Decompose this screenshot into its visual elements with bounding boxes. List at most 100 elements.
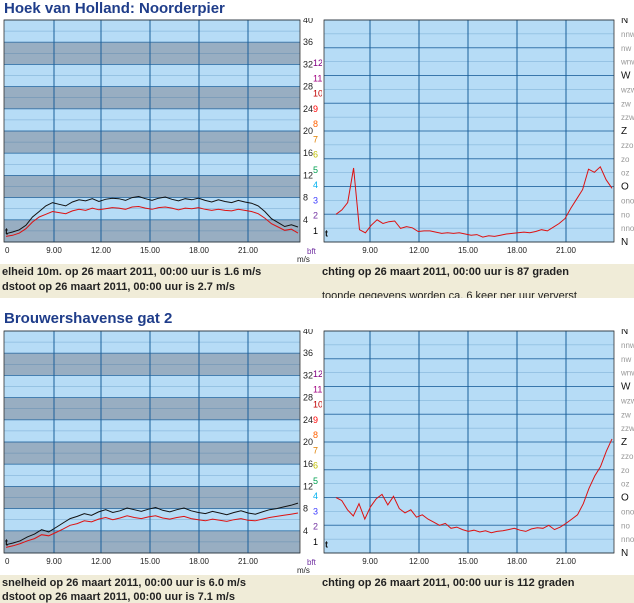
time-tick-label: 0 — [5, 557, 10, 566]
direction-tick-label: nnw — [621, 341, 634, 350]
direction-tick-label: zw — [621, 99, 631, 108]
ms-tick-label: 24 — [303, 415, 313, 425]
direction-tick-label: no — [621, 210, 630, 219]
bft-tick-label: 5 — [313, 165, 318, 175]
ms-tick-label: 8 — [303, 193, 308, 203]
ms-tick-label: 28 — [303, 393, 313, 403]
time-tick-label: 18.00 — [507, 557, 528, 566]
direction-tick-label: zzo — [621, 141, 634, 150]
ms-tick-label: 36 — [303, 348, 313, 358]
refresh-note: toonde gegevens worden ca. 6 keer per uu… — [322, 290, 577, 298]
time-tick-label: 21.00 — [556, 246, 577, 255]
bft-tick-label: 6 — [313, 150, 318, 160]
speed-series-line — [5, 512, 299, 548]
direction-tick-label: nw — [621, 355, 631, 364]
bft-tick-label: 3 — [313, 195, 318, 205]
unit-ms-label: m/s — [297, 566, 310, 575]
bft-tick-label: 2 — [313, 522, 318, 532]
direction-info-brouwers: chting op 26 maart 2011, 00:00 uur is 11… — [322, 577, 575, 589]
direction-tick-label: Z — [621, 437, 627, 448]
station-title-hoek: Hoek van Holland: Noorderpier — [4, 0, 225, 17]
direction-tick-label: Z — [621, 126, 627, 137]
direction-tick-label: zzw — [621, 113, 634, 122]
direction-tick-label: nw — [621, 44, 631, 53]
ms-tick-label: 16 — [303, 148, 313, 158]
ms-tick-label: 40 — [303, 329, 313, 336]
direction-tick-label: N — [621, 237, 628, 248]
direction-tick-label: oz — [621, 480, 629, 489]
direction-tick-label: nnw — [621, 30, 634, 39]
ms-tick-label: 8 — [303, 504, 308, 514]
bft-tick-label: 11 — [313, 73, 322, 83]
ms-tick-label: 28 — [303, 82, 313, 92]
direction-tick-label: N — [621, 548, 628, 559]
ms-tick-label: 36 — [303, 37, 313, 47]
ms-tick-label: 12 — [303, 170, 313, 180]
direction-tick-label: zzo — [621, 452, 634, 461]
time-tick-label: 9.00 — [46, 557, 62, 566]
ms-tick-label: 4 — [303, 215, 308, 225]
t-marker: t — [325, 228, 328, 238]
bft-tick-label: 5 — [313, 476, 318, 486]
direction-tick-label: O — [621, 182, 629, 193]
direction-tick-label: no — [621, 521, 630, 530]
time-tick-label: 9.00 — [46, 246, 62, 255]
direction-series-line — [335, 165, 613, 238]
speed-info-brouwers: snelheid op 26 maart 2011, 00:00 uur is … — [2, 577, 246, 589]
gust-series-line — [5, 195, 299, 235]
bft-tick-label: 4 — [313, 180, 318, 190]
bft-tick-label: 9 — [313, 415, 318, 425]
ms-tick-label: 20 — [303, 437, 313, 447]
time-tick-label: 12.00 — [91, 246, 112, 255]
direction-series-line — [335, 438, 613, 534]
time-tick-label: 9.00 — [362, 246, 378, 255]
plot-border — [3, 19, 301, 243]
time-tick-label: 9.00 — [362, 557, 378, 566]
ms-tick-label: 4 — [303, 526, 308, 536]
time-tick-label: 12.00 — [409, 246, 430, 255]
speed-series-line — [5, 205, 299, 237]
bft-tick-label: 12 — [313, 58, 322, 68]
info-panel-hoek — [0, 264, 634, 298]
direction-tick-label: ono — [621, 196, 634, 205]
ms-tick-label: 24 — [303, 104, 313, 114]
plot-border — [3, 330, 301, 554]
time-tick-label: 21.00 — [556, 557, 577, 566]
bft-tick-label: 9 — [313, 104, 318, 114]
info-panel-brouwers — [0, 575, 634, 603]
time-tick-label: 15.00 — [140, 557, 161, 566]
gust-info-hoek: dstoot op 26 maart 2011, 00:00 uur is 2.… — [2, 281, 235, 293]
time-tick-label: 15.00 — [140, 246, 161, 255]
station-title-brouwers: Brouwershavense gat 2 — [4, 310, 173, 327]
wind-speed-chart-brouwers: 0 9.00 12.00 15.00 18.00 21.00481216202428323… — [3, 329, 322, 575]
time-tick-label: 18.00 — [189, 246, 210, 255]
direction-tick-label: W — [621, 71, 631, 82]
unit-bft-label: bft — [307, 247, 317, 256]
bft-tick-label: 4 — [313, 491, 318, 501]
ms-tick-label: 16 — [303, 459, 313, 469]
direction-tick-label: zw — [621, 410, 631, 419]
ms-tick-label: 12 — [303, 481, 313, 491]
bft-tick-label: 8 — [313, 119, 318, 129]
bft-tick-label: 1 — [313, 537, 318, 547]
time-tick-label: 18.00 — [189, 557, 210, 566]
time-tick-label: 15.00 — [458, 246, 479, 255]
time-tick-label: 21.00 — [238, 557, 259, 566]
ms-tick-label: 20 — [303, 126, 313, 136]
direction-tick-label: wnw — [620, 58, 634, 67]
direction-tick-label: N — [621, 18, 628, 26]
plot-border — [323, 330, 615, 554]
time-tick-label: 0 — [5, 246, 10, 255]
time-tick-label: 12.00 — [91, 557, 112, 566]
bft-tick-label: 7 — [313, 134, 318, 144]
direction-tick-label: O — [621, 493, 629, 504]
direction-tick-label: zzw — [621, 424, 634, 433]
bft-tick-label: 10 — [313, 89, 322, 99]
direction-tick-label: ono — [621, 507, 634, 516]
speed-info-hoek: elheid 10m. op 26 maart 2011, 00:00 uur … — [2, 266, 262, 278]
direction-tick-label: zo — [621, 466, 630, 475]
direction-tick-label: wnw — [620, 369, 634, 378]
ms-tick-label: 32 — [303, 59, 313, 69]
bft-tick-label: 1 — [313, 226, 318, 236]
direction-tick-label: N — [621, 329, 628, 337]
